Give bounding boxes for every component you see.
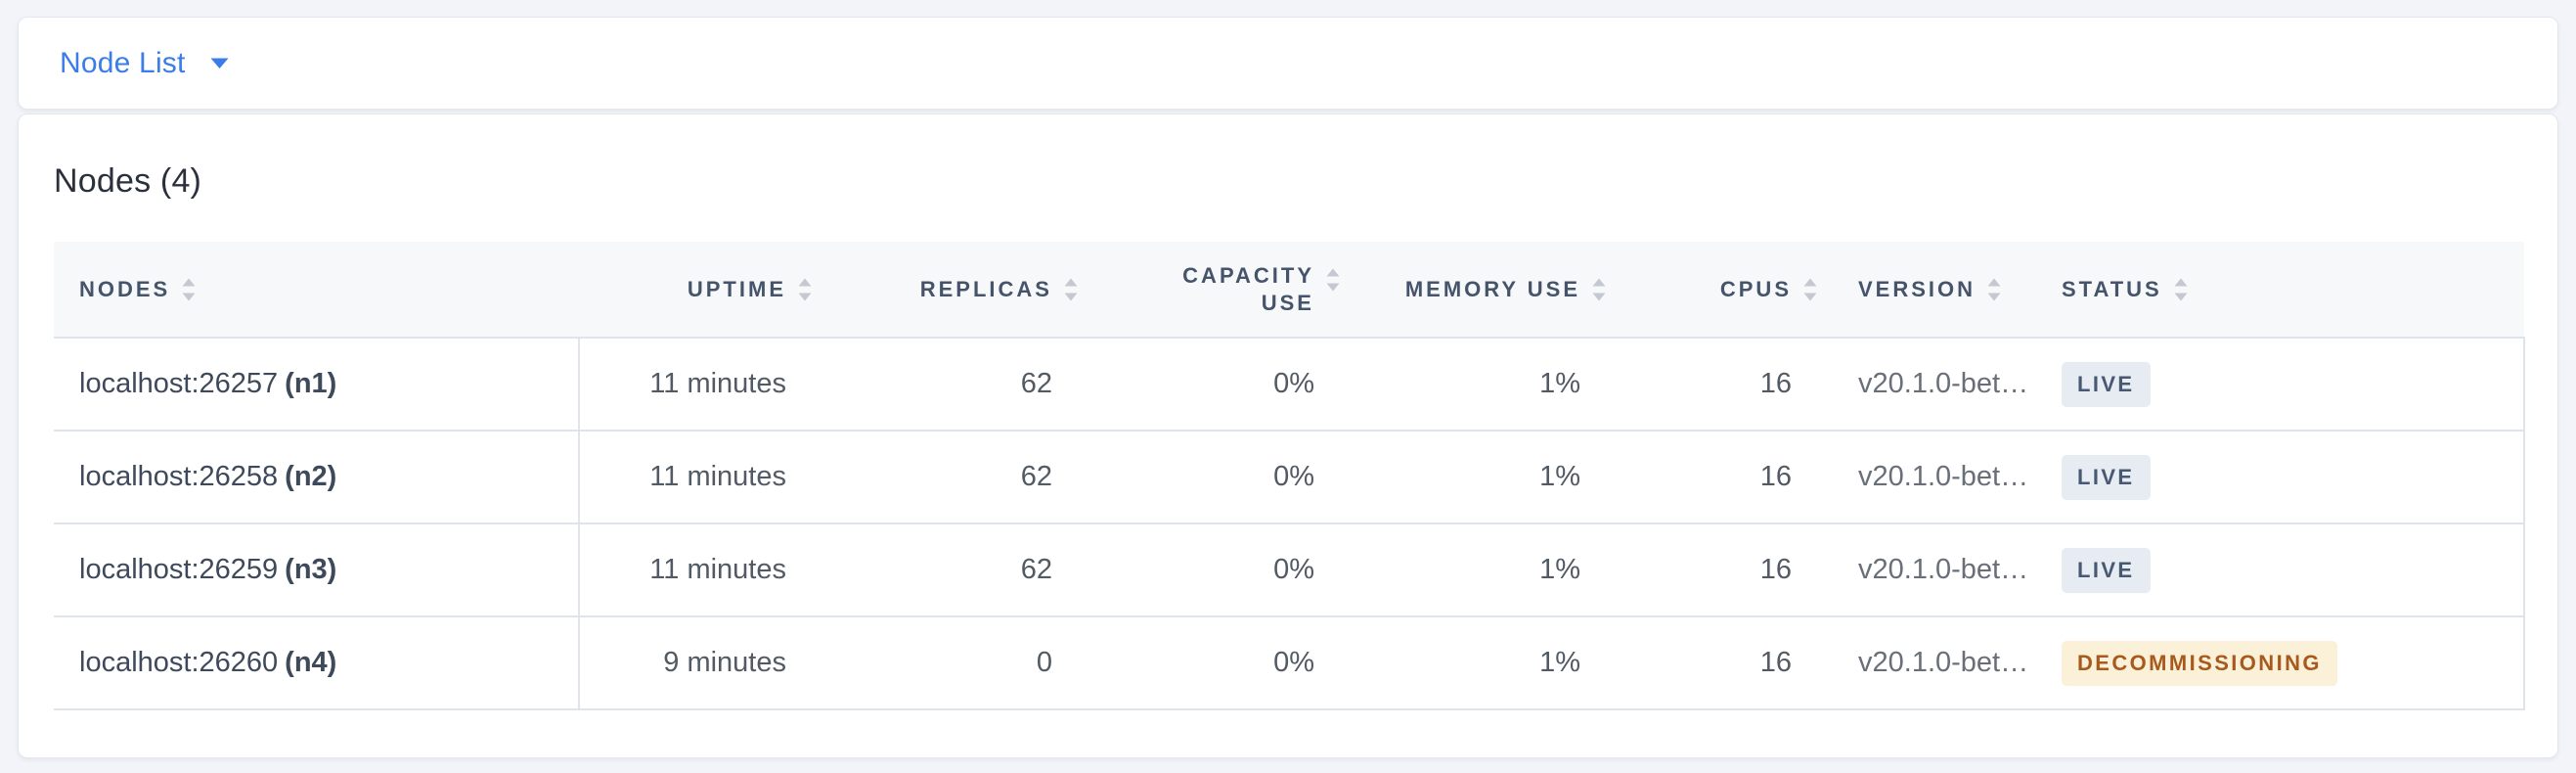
sort-icon bbox=[798, 278, 812, 300]
status-badge: LIVE bbox=[2062, 454, 2151, 500]
version-cell: v20.1.0-bet… bbox=[1835, 431, 2038, 524]
node-id: (n3) bbox=[285, 554, 337, 585]
column-header-replicas[interactable]: REPLICAS bbox=[829, 242, 1095, 339]
view-switcher-bar: Node List bbox=[18, 17, 2558, 110]
status-cell: LIVE bbox=[2038, 338, 2525, 432]
sort-icon bbox=[1803, 278, 1817, 300]
replicas-cell: 62 bbox=[829, 523, 1095, 617]
replicas-cell: 62 bbox=[829, 338, 1095, 432]
cpus-cell: 16 bbox=[1623, 523, 1835, 617]
nodes-table: NODES UPTIME REPLICAS bbox=[54, 242, 2525, 710]
node-address-cell: localhost:26259 (n3) bbox=[54, 523, 580, 617]
node-row[interactable]: localhost:26258 (n2) 11 minutes 62 0% 1% … bbox=[54, 431, 2525, 524]
node-address-cell: localhost:26257 (n1) bbox=[54, 338, 580, 432]
uptime-cell: 11 minutes bbox=[579, 338, 829, 432]
version-cell: v20.1.0-bet… bbox=[1835, 523, 2038, 617]
node-id: (n1) bbox=[285, 368, 337, 399]
sort-icon bbox=[182, 278, 196, 300]
capacity-use-cell: 0% bbox=[1095, 431, 1357, 524]
replicas-cell: 62 bbox=[829, 431, 1095, 524]
status-cell: LIVE bbox=[2038, 523, 2525, 617]
memory-use-cell: 1% bbox=[1357, 523, 1623, 617]
column-header-version[interactable]: VERSION bbox=[1835, 242, 2038, 339]
node-row[interactable]: localhost:26260 (n4) 9 minutes 0 0% 1% 16… bbox=[54, 616, 2525, 710]
status-badge: DECOMMISSIONING bbox=[2062, 640, 2337, 686]
capacity-use-cell: 0% bbox=[1095, 338, 1357, 432]
node-id: (n4) bbox=[285, 647, 337, 678]
status-badge: LIVE bbox=[2062, 361, 2151, 407]
cpus-cell: 16 bbox=[1623, 431, 1835, 524]
capacity-use-cell: 0% bbox=[1095, 523, 1357, 617]
sort-icon bbox=[1592, 278, 1606, 300]
capacity-use-cell: 0% bbox=[1095, 616, 1357, 710]
node-row[interactable]: localhost:26257 (n1) 11 minutes 62 0% 1% … bbox=[54, 338, 2525, 432]
node-row[interactable]: localhost:26259 (n3) 11 minutes 62 0% 1% … bbox=[54, 523, 2525, 617]
version-cell: v20.1.0-bet… bbox=[1835, 338, 2038, 432]
nodes-panel-title: Nodes (4) bbox=[54, 162, 202, 200]
table-header-row: NODES UPTIME REPLICAS bbox=[54, 242, 2524, 339]
column-header-uptime[interactable]: UPTIME bbox=[579, 242, 829, 339]
column-header-status[interactable]: STATUS bbox=[2038, 242, 2524, 339]
node-id: (n2) bbox=[285, 461, 337, 492]
node-address-cell: localhost:26260 (n4) bbox=[54, 616, 580, 710]
version-cell: v20.1.0-bet… bbox=[1835, 616, 2038, 710]
sort-icon bbox=[1987, 278, 2001, 300]
memory-use-cell: 1% bbox=[1357, 338, 1623, 432]
nodes-panel: Nodes (4) NODES UPTIME bbox=[18, 114, 2558, 758]
cpus-cell: 16 bbox=[1623, 616, 1835, 710]
chevron-down-icon bbox=[210, 58, 229, 68]
node-list-dropdown[interactable]: Node List bbox=[60, 47, 230, 80]
status-badge: LIVE bbox=[2062, 547, 2151, 593]
cpus-cell: 16 bbox=[1623, 338, 1835, 432]
node-list-dropdown-label: Node List bbox=[60, 46, 186, 79]
column-header-cpus[interactable]: CPUS bbox=[1623, 242, 1835, 339]
uptime-cell: 9 minutes bbox=[579, 616, 829, 710]
sort-icon bbox=[1064, 278, 1078, 300]
status-cell: LIVE bbox=[2038, 431, 2525, 524]
column-header-capacity-use[interactable]: CAPACITY USE bbox=[1095, 242, 1357, 339]
memory-use-cell: 1% bbox=[1357, 431, 1623, 524]
replicas-cell: 0 bbox=[829, 616, 1095, 710]
uptime-cell: 11 minutes bbox=[579, 523, 829, 617]
node-address-cell: localhost:26258 (n2) bbox=[54, 431, 580, 524]
column-header-memory-use[interactable]: MEMORY USE bbox=[1357, 242, 1623, 339]
sort-icon bbox=[1326, 268, 1340, 291]
sort-icon bbox=[2174, 278, 2188, 300]
column-header-nodes[interactable]: NODES bbox=[54, 242, 579, 339]
status-cell: DECOMMISSIONING bbox=[2038, 616, 2525, 710]
memory-use-cell: 1% bbox=[1357, 616, 1623, 710]
uptime-cell: 11 minutes bbox=[579, 431, 829, 524]
